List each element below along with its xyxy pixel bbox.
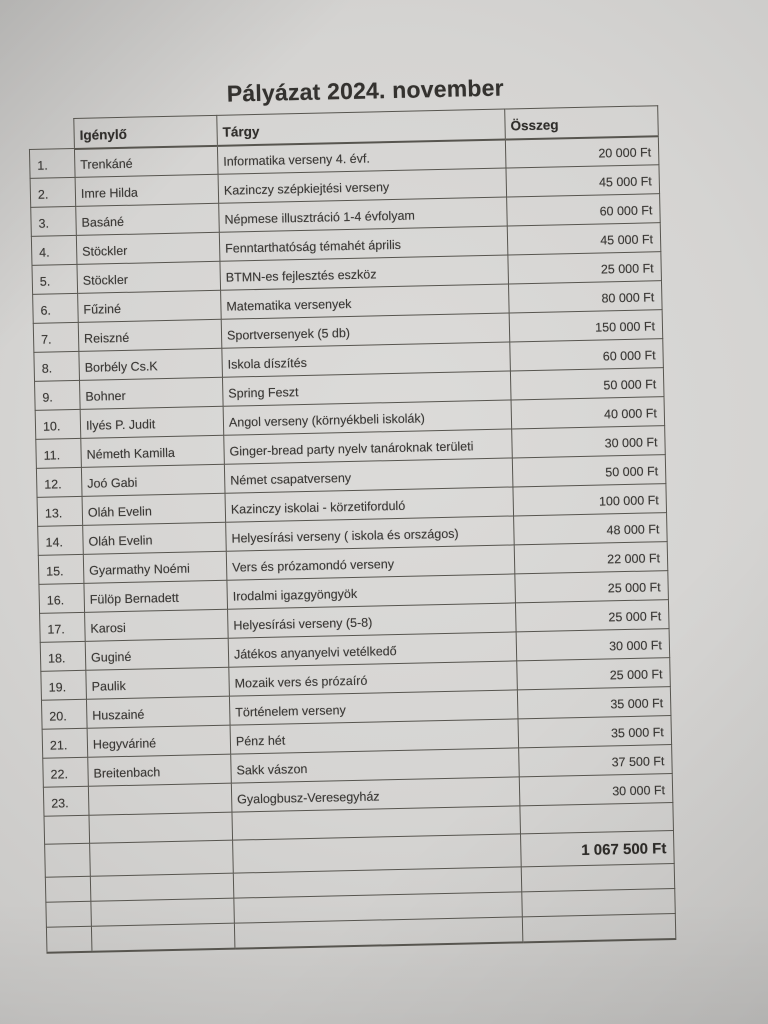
row-number: 23. — [43, 786, 89, 817]
row-applicant: Németh Kamilla — [80, 435, 225, 468]
row-applicant: Reiszné — [78, 319, 222, 352]
empty-cell — [90, 898, 235, 927]
row-amount: 22 000 Ft — [514, 541, 668, 574]
row-number: 10. — [35, 409, 81, 440]
empty-cell — [45, 876, 91, 903]
row-applicant: Guginé — [85, 638, 229, 671]
row-applicant: Stöckler — [76, 261, 221, 294]
row-applicant: Oláh Evelin — [82, 493, 226, 526]
row-number: 11. — [35, 438, 82, 469]
row-amount: 25 000 Ft — [514, 570, 669, 603]
empty-cell — [90, 873, 234, 902]
row-amount: 45 000 Ft — [507, 222, 661, 256]
row-amount: 30 000 Ft — [516, 628, 670, 661]
row-applicant: Trenkáné — [74, 145, 219, 178]
empty-cell — [89, 840, 234, 877]
row-number: 13. — [37, 496, 83, 527]
row-applicant: Fűziné — [77, 290, 222, 323]
row-amount: 25 000 Ft — [516, 657, 671, 690]
row-applicant: Imre Hilda — [75, 174, 219, 207]
row-number: 5. — [31, 264, 78, 295]
empty-cell — [522, 913, 676, 942]
row-amount: 60 000 Ft — [506, 193, 661, 227]
header-spacer — [29, 118, 75, 149]
row-amount: 25 000 Ft — [515, 599, 670, 632]
empty-cell — [46, 926, 92, 953]
row-amount: 50 000 Ft — [512, 454, 666, 487]
grant-table: Igénylő Tárgy Összeg 1. Trenkáné Informati… — [28, 105, 676, 953]
row-amount: 37 500 Ft — [518, 744, 673, 777]
row-applicant: Joó Gabi — [81, 464, 226, 497]
row-number: 9. — [34, 380, 81, 411]
row-number: 7. — [33, 322, 79, 353]
row-applicant: Huszainé — [86, 696, 231, 729]
row-applicant: Hegyváriné — [87, 725, 231, 758]
empty-cell — [234, 916, 523, 949]
row-applicant: Fülöp Bernadett — [83, 580, 228, 613]
row-number: 20. — [41, 699, 88, 730]
row-applicant: Bohner — [79, 377, 224, 410]
row-amount: 60 000 Ft — [509, 338, 664, 371]
row-number: 8. — [33, 351, 80, 382]
row-number: 14. — [37, 525, 84, 556]
row-applicant: Gyarmathy Noémi — [83, 551, 227, 584]
row-number: 2. — [30, 177, 76, 208]
row-amount: 100 000 Ft — [512, 483, 667, 516]
row-applicant: Basáné — [75, 203, 220, 236]
row-amount: 80 000 Ft — [508, 280, 663, 314]
row-amount: 40 000 Ft — [511, 396, 665, 429]
row-amount: 50 000 Ft — [510, 367, 664, 400]
empty-cell — [521, 863, 675, 892]
header-applicant: Igénylő — [73, 115, 218, 149]
row-number: 16. — [38, 583, 85, 614]
row-number: 17. — [39, 612, 86, 643]
header-amount: Összeg — [504, 105, 659, 140]
empty-cell — [91, 923, 235, 952]
row-number: 1. — [29, 148, 76, 179]
row-applicant: Oláh Evelin — [82, 522, 227, 555]
row-amount: 45 000 Ft — [505, 164, 660, 198]
row-number: 18. — [40, 641, 86, 672]
row-amount: 20 000 Ft — [505, 135, 659, 169]
row-applicant: Karosi — [84, 609, 229, 642]
empty-cell — [519, 802, 674, 834]
row-applicant: Stöckler — [76, 232, 220, 265]
row-number: 22. — [42, 757, 89, 788]
row-applicant: Borbély Cs.K — [78, 348, 223, 381]
row-applicant — [88, 783, 232, 816]
page-title: Pályázat 2024. november — [226, 74, 504, 107]
row-applicant: Ilyés P. Judit — [80, 406, 224, 439]
empty-cell — [521, 888, 676, 917]
row-number: 12. — [36, 467, 83, 498]
empty-cell — [88, 812, 233, 844]
row-number: 4. — [31, 235, 77, 266]
total-amount: 1 067 500 Ft — [520, 830, 675, 867]
empty-cell — [45, 901, 92, 928]
document-page: Pályázat 2024. november Igénylő Tárgy Ös… — [28, 71, 676, 953]
row-applicant: Paulik — [85, 667, 230, 700]
row-amount: 35 000 Ft — [517, 686, 671, 719]
row-applicant: Breitenbach — [87, 754, 232, 787]
table-body: 1. Trenkáné Informatika verseny 4. évf. 20 … — [29, 135, 676, 953]
empty-cell — [44, 815, 90, 845]
row-amount: 25 000 Ft — [507, 251, 662, 285]
empty-cell — [44, 843, 91, 878]
row-amount: 30 000 Ft — [511, 425, 666, 458]
row-number: 15. — [38, 554, 84, 585]
row-amount: 35 000 Ft — [517, 715, 672, 748]
row-number: 19. — [40, 670, 87, 701]
row-number: 6. — [32, 293, 79, 324]
row-amount: 150 000 Ft — [509, 309, 663, 342]
row-number: 3. — [30, 206, 77, 237]
row-number: 21. — [42, 728, 88, 759]
row-amount: 30 000 Ft — [519, 773, 673, 806]
row-amount: 48 000 Ft — [513, 512, 668, 545]
